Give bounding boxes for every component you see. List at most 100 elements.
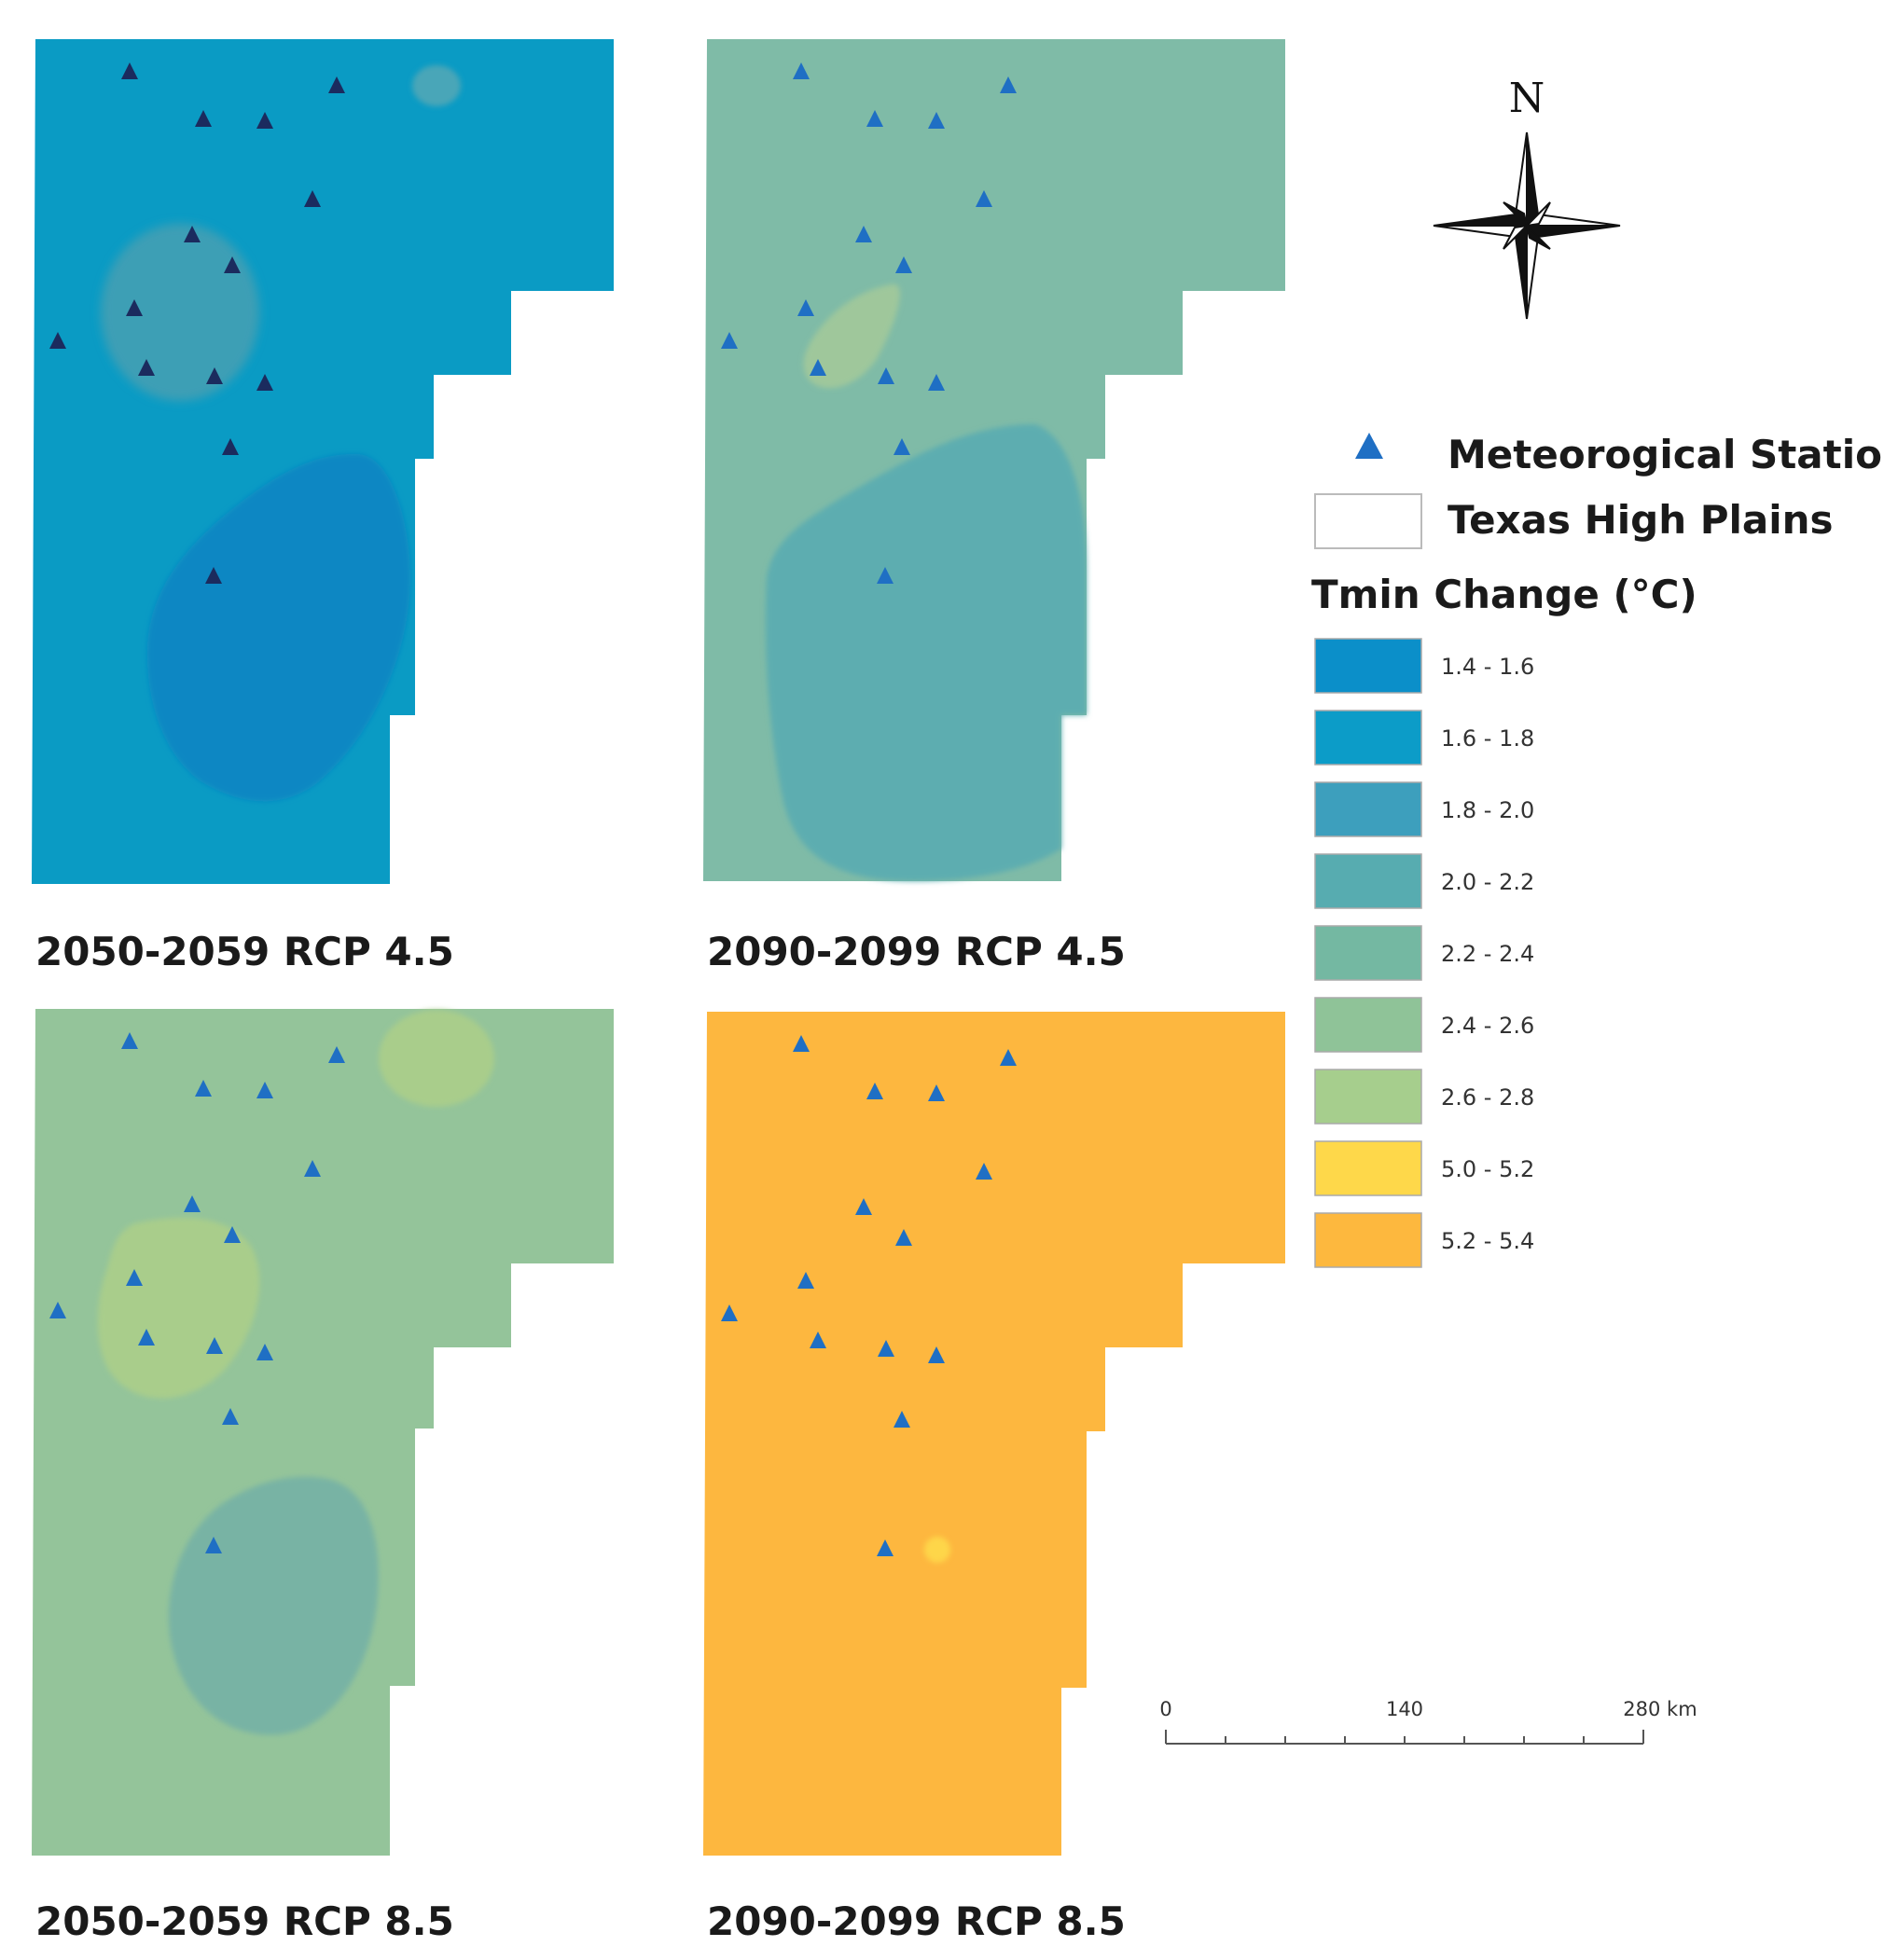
legend-class-label: 2.4 - 2.6 (1441, 1013, 1534, 1039)
meteorological-station-icon (195, 110, 212, 127)
meteorological-station-icon (195, 1080, 212, 1097)
map-panel-2050-rcp45: 2050-2059 RCP 4.5 (32, 39, 614, 974)
meteorological-station-icon (328, 76, 345, 93)
meteorological-station-icon (138, 1329, 155, 1346)
legend-swatch (1314, 638, 1422, 694)
meteorological-station-icon (304, 1160, 321, 1177)
meteorological-station-icon (797, 299, 814, 316)
scale-bar: 0 140 280 km (1159, 1698, 1697, 1745)
legend-class-label: 2.0 - 2.2 (1441, 869, 1534, 895)
north-label: N (1509, 75, 1545, 122)
meteorological-station-icon (256, 374, 273, 391)
meteorological-station-icon (793, 62, 810, 79)
meteorological-station-icon (205, 567, 222, 584)
meteorological-station-icon (793, 1035, 810, 1052)
legend-title: Tmin Change (°C) (1311, 572, 1697, 617)
panel-title: 2090-2099 RCP 8.5 (707, 1898, 1126, 1944)
legend-swatch (1314, 781, 1422, 837)
meteorological-station-icon (222, 1408, 239, 1425)
meteorological-station-icon (126, 299, 143, 316)
tmin-zone (924, 1537, 950, 1563)
legend-class-label: 5.0 - 5.2 (1441, 1156, 1534, 1182)
panel-title: 2090-2099 RCP 4.5 (707, 929, 1126, 974)
meteorological-station-icon (855, 1198, 872, 1215)
scale-label-140: 140 (1386, 1698, 1423, 1720)
legend-region-label: Texas High Plains (1448, 497, 1834, 543)
meteorological-station-icon (256, 112, 273, 129)
meteorological-station-icon (304, 190, 321, 207)
scale-label-280: 280 km (1623, 1698, 1697, 1720)
map-panel-2090-rcp85: 2090-2099 RCP 8.5 (703, 1012, 1285, 1944)
legend-swatch (1314, 925, 1422, 981)
map-panel-2090-rcp45: 2090-2099 RCP 4.5 (703, 39, 1285, 974)
meteorological-station-icon (49, 332, 66, 349)
meteorological-station-icon (895, 256, 912, 273)
legend-station-label: Meteorogical Station (1448, 432, 1884, 477)
meteorological-station-icon (256, 1082, 273, 1098)
meteorological-station-icon (866, 110, 883, 127)
legend-class-label: 1.6 - 1.8 (1441, 725, 1534, 752)
meteorological-station-icon (928, 112, 945, 129)
scale-label-0: 0 (1159, 1698, 1171, 1720)
meteorological-station-icon (976, 190, 992, 207)
tmin-zone (803, 283, 900, 389)
meteorological-station-icon (721, 1304, 738, 1321)
meteorological-station-icon (328, 1046, 345, 1063)
meteorological-station-icon (928, 1084, 945, 1101)
legend-swatch (1314, 710, 1422, 766)
region-symbol-swatch (1314, 493, 1422, 549)
meteorological-station-icon (184, 1195, 201, 1212)
meteorological-station-icon (205, 1537, 222, 1553)
meteorological-station-icon (878, 1340, 894, 1357)
meteorological-station-icon (1000, 1049, 1017, 1066)
legend-class-label: 2.2 - 2.4 (1441, 941, 1534, 967)
meteorological-station-icon (797, 1272, 814, 1289)
tmin-zone (146, 453, 410, 802)
legend: Meteorogical Station Texas High Plains T… (1311, 432, 1884, 1268)
meteorological-station-icon (976, 1163, 992, 1180)
meteorological-station-icon (928, 374, 945, 391)
meteorological-station-icon (928, 1346, 945, 1363)
meteorological-station-icon (1000, 76, 1017, 93)
tmin-zone (379, 1010, 494, 1107)
legend-class-label: 1.8 - 2.0 (1441, 797, 1534, 823)
legend-class-label: 1.4 - 1.6 (1441, 654, 1534, 680)
meteorological-station-icon (877, 1539, 894, 1556)
meteorological-station-icon (206, 1337, 223, 1354)
legend-swatch (1314, 1212, 1422, 1268)
meteorological-station-icon (855, 226, 872, 242)
tmin-zone (101, 224, 259, 401)
legend-swatch (1314, 1069, 1422, 1125)
meteorological-station-icon (184, 226, 201, 242)
panel-title: 2050-2059 RCP 4.5 (35, 929, 454, 974)
tmin-zone (412, 65, 461, 106)
meteorological-station-icon (206, 367, 223, 384)
meteorological-station-icon (224, 256, 241, 273)
legend-class-label: 5.2 - 5.4 (1441, 1228, 1534, 1254)
meteorological-station-icon (138, 359, 155, 376)
meteorological-station-icon (256, 1344, 273, 1360)
meteorological-station-icon (866, 1083, 883, 1099)
legend-swatch (1314, 853, 1422, 909)
texas-high-plains-region (703, 1012, 1285, 1856)
meteorological-station-icon (877, 567, 894, 584)
station-symbol-icon (1355, 433, 1383, 459)
meteorological-station-icon (121, 1032, 138, 1049)
meteorological-station-icon (810, 1332, 826, 1348)
meteorological-station-icon (222, 438, 239, 455)
meteorological-station-icon (878, 367, 894, 384)
tmin-zone (168, 1476, 379, 1735)
legend-swatch (1314, 1140, 1422, 1196)
meteorological-station-icon (121, 62, 138, 79)
texas-high-plains-region (32, 1009, 614, 1856)
meteorological-station-icon (810, 359, 826, 376)
legend-class-label: 2.6 - 2.8 (1441, 1084, 1534, 1111)
compass-rose-icon (1433, 131, 1621, 320)
meteorological-station-icon (894, 438, 910, 455)
meteorological-station-icon (895, 1229, 912, 1246)
meteorological-station-icon (49, 1302, 66, 1318)
meteorological-station-icon (224, 1226, 241, 1243)
north-arrow: N (1433, 75, 1621, 320)
legend-swatch (1314, 997, 1422, 1053)
map-panel-2050-rcp85: 2050-2059 RCP 8.5 (32, 1009, 614, 1944)
